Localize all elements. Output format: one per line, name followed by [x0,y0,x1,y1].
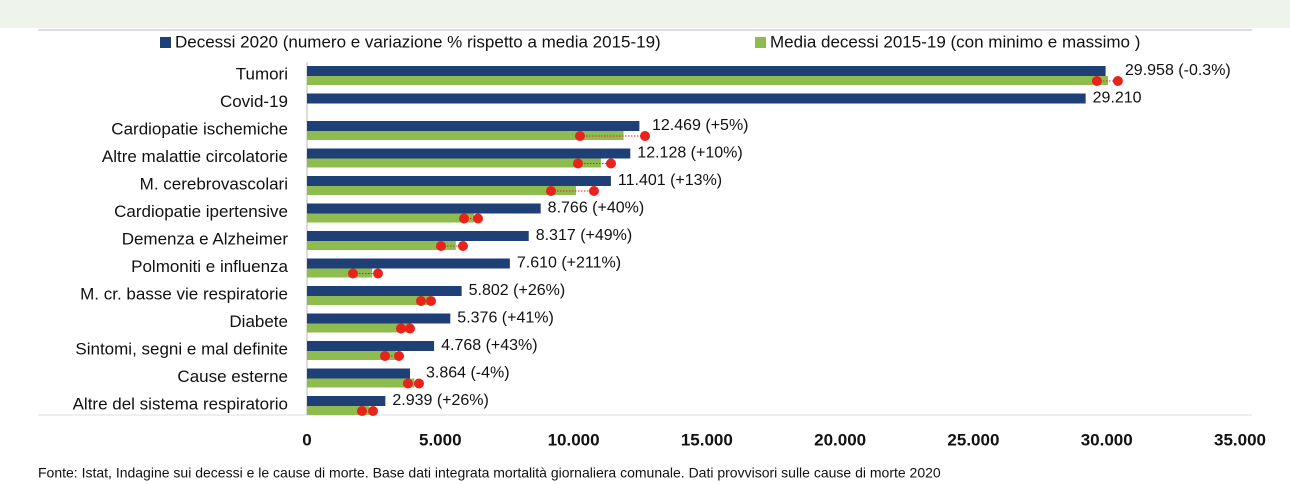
bar [307,158,601,168]
max-marker [413,378,424,389]
bar [307,176,611,186]
x-tick-label: 10.000 [548,430,600,449]
bar [307,368,411,379]
category-label: Demenza e Alzheimer [122,229,289,248]
value-label: 11.401 (+13%) [618,172,722,189]
min-marker [379,351,390,361]
bar [307,396,386,406]
category-label: Tumori [236,64,288,83]
x-tick-label: 25.000 [947,430,999,449]
max-marker [640,131,651,141]
x-tick-label: 30.000 [1081,430,1133,449]
max-marker [368,406,379,416]
value-label: 29.210 [1093,90,1142,107]
bar [307,341,435,351]
value-label: 7.610 (+211%) [517,255,621,272]
category-label: Altre del sistema respiratorio [73,394,288,413]
bar [307,268,373,278]
value-label: 4.768 (+43%) [441,337,538,354]
x-tick-label: 5.000 [419,430,462,449]
bar [307,131,624,140]
value-label: 8.317 (+49%) [536,227,633,244]
value-label: 29.958 (-0.3%) [1125,62,1231,79]
x-tick-label: 15.000 [681,430,733,449]
min-marker [545,186,556,196]
header-band [0,0,1290,28]
min-marker [347,268,358,279]
legend-swatch [755,37,766,48]
category-label: Cause esterne [177,367,288,386]
value-label: 5.376 (+41%) [457,310,554,327]
value-label: 5.802 (+26%) [469,282,566,299]
category-label: Sintomi, segni e mal definite [75,339,288,358]
bar [307,296,430,305]
bar [307,213,474,223]
category-label: Cardiopatie ischemiche [111,119,288,138]
max-marker [605,158,616,169]
min-marker [415,296,426,306]
max-marker [588,186,599,196]
legend-label: Decessi 2020 (numero e variazione % risp… [175,32,661,51]
min-marker [572,158,583,169]
bar [307,258,510,269]
bar [307,378,415,388]
category-label: Cardiopatie ipertensive [114,202,288,221]
max-marker [393,351,404,361]
bar [307,203,541,214]
bar [307,93,1086,104]
category-label: Altre malattie circolatorie [102,147,288,166]
min-marker [395,323,406,334]
category-label: M. cr. basse vie respiratorie [80,284,288,303]
bar [307,231,529,241]
bar [307,76,1108,85]
min-marker [1091,76,1102,86]
bar [307,241,456,250]
legend-swatch [160,37,171,48]
bar [307,313,451,324]
max-marker [457,241,468,251]
x-tick-label: 20.000 [814,430,866,449]
min-marker [458,213,469,224]
value-label: 2.939 (+26%) [392,392,489,409]
x-tick-label: 0 [302,430,311,449]
bar [307,186,576,195]
source-note: Fonte: Istat, Indagine sui decessi e le … [38,465,941,481]
max-marker [404,323,415,334]
max-marker [472,213,483,224]
category-label: Covid-19 [220,92,288,111]
bar [307,148,631,159]
max-marker [372,268,383,279]
max-marker [425,296,436,306]
bar [307,323,409,333]
value-label: 8.766 (+40%) [548,200,645,217]
min-marker [435,241,446,251]
x-tick-label: 35.000 [1214,430,1266,449]
min-marker [356,406,367,416]
bar [307,66,1106,76]
value-label: 3.864 (-4%) [426,365,510,382]
category-label: Diabete [229,312,288,331]
bar [307,121,640,131]
value-label: 12.469 (+5%) [652,117,749,134]
max-marker [1112,76,1123,86]
bar [307,286,462,296]
legend-label: Media decessi 2015-19 (con minimo e mass… [770,32,1140,51]
category-label: Polmoniti e influenza [131,257,288,276]
value-label: 12.128 (+10%) [637,145,742,162]
min-marker [574,131,585,141]
bar [307,406,370,415]
min-marker [402,378,413,389]
category-label: M. cerebrovascolari [140,174,288,193]
bar [307,351,396,360]
